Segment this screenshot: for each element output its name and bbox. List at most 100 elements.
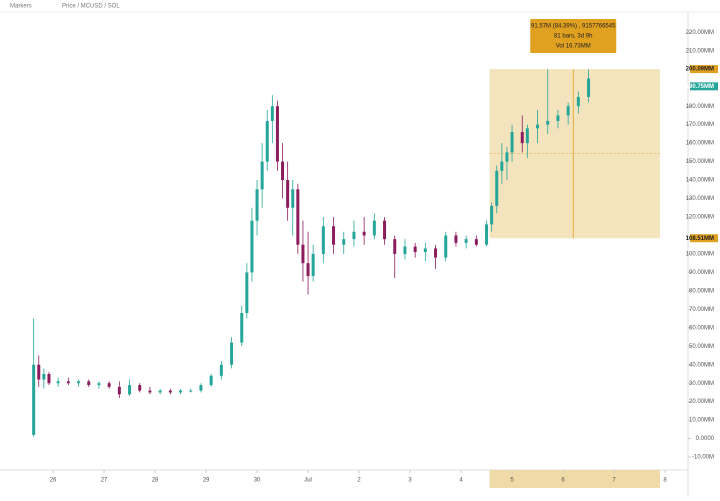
candle-body	[245, 272, 249, 314]
y-tick-label: 20.00MM	[689, 399, 714, 405]
y-tick-label: -10.00M	[692, 455, 714, 461]
candle-body	[546, 120, 550, 125]
candle-body	[87, 381, 91, 386]
candle-body	[500, 161, 504, 171]
candle-body	[47, 373, 51, 384]
tooltip-line: 91.57M (84.39%) , 9157766545	[531, 24, 616, 30]
toolbar-item[interactable]: Markers	[10, 4, 32, 10]
candle-body	[270, 106, 274, 121]
candle-body	[495, 170, 499, 206]
candle-body	[566, 106, 570, 116]
y-tick-label: 210.00MM	[686, 48, 714, 54]
y-tick-label: 10.00MM	[689, 418, 714, 424]
x-tick-label: 4	[459, 478, 463, 484]
y-tick-label: 60.00MM	[689, 325, 714, 331]
price-label-bg	[690, 65, 718, 74]
candle-body	[464, 239, 468, 243]
candle-body	[281, 161, 285, 181]
y-tick-label: 220.00MM	[686, 30, 714, 36]
candle-body	[148, 390, 152, 393]
candle-body	[434, 248, 438, 258]
y-tick-label: 100.00MM	[686, 252, 714, 258]
y-tick-label: 150.00MM	[686, 159, 714, 165]
candle-body	[556, 115, 560, 121]
x-tick-label: 6	[561, 478, 565, 484]
y-tick-label: 180.00MM	[686, 104, 714, 110]
y-tick-label: 0.0000	[696, 436, 715, 442]
candle-body	[576, 96, 580, 107]
candle-body	[485, 224, 489, 245]
y-tick-label: 140.00MM	[686, 178, 714, 184]
candle-body	[66, 381, 70, 384]
x-tick-label: 27	[101, 478, 108, 484]
candle-body	[199, 385, 203, 391]
candle-body	[240, 313, 244, 343]
y-tick-label: 30.00MM	[689, 381, 714, 387]
x-tick-label: 5	[510, 478, 514, 484]
candle-body	[42, 373, 46, 380]
y-tick-label: 130.00MM	[686, 196, 714, 202]
candle-body	[179, 390, 183, 393]
candle-body	[291, 189, 295, 208]
x-tick-label: 8	[663, 478, 667, 484]
x-tick-label: 28	[152, 478, 159, 484]
range-axis-highlight	[489, 470, 660, 488]
x-tick-label: 29	[203, 478, 210, 484]
candle-body	[189, 390, 193, 392]
y-tick-label: 40.00MM	[689, 362, 714, 368]
candle-body	[444, 235, 448, 258]
candle-body	[275, 106, 279, 162]
candle-body	[230, 342, 234, 365]
candle-body	[403, 246, 407, 254]
candle-body	[219, 364, 223, 376]
candle-body	[107, 383, 111, 387]
candle-body	[525, 128, 529, 144]
y-tick-label: 70.00MM	[689, 307, 714, 313]
candle-body	[490, 205, 494, 225]
price-label: 108.51MM	[686, 236, 714, 242]
candle-body	[301, 244, 305, 264]
x-tick-label: 26	[50, 478, 57, 484]
candle-body	[587, 78, 591, 97]
tooltip-line: Vol 16.73MM	[556, 44, 591, 50]
x-tick-label: Jul	[304, 478, 312, 484]
candle-body	[332, 226, 336, 245]
price-label: 200.09MM	[686, 67, 714, 73]
candle-body	[510, 132, 514, 153]
candle-body	[255, 189, 259, 221]
candle-body	[413, 246, 417, 253]
y-tick-label: 120.00MM	[686, 215, 714, 221]
candle-body	[321, 226, 325, 254]
price-label-bg	[690, 82, 718, 91]
candle-body	[97, 383, 101, 386]
candle-body	[474, 239, 478, 245]
candle-body	[306, 263, 310, 277]
candle-body	[286, 180, 290, 208]
candle-body	[128, 385, 132, 395]
candle-body	[372, 220, 376, 236]
candle-body	[209, 375, 213, 386]
candle-body	[311, 253, 315, 277]
candle-body	[536, 124, 540, 129]
candle-body	[77, 381, 81, 384]
price-label: 190.75MM	[686, 84, 714, 90]
candle-body	[342, 239, 346, 245]
candle-body	[383, 220, 387, 240]
y-tick-label: 50.00MM	[689, 344, 714, 350]
candle-body	[250, 220, 254, 273]
x-tick-label: 7	[612, 478, 616, 484]
candle-body	[37, 364, 41, 380]
candle-body	[117, 386, 121, 395]
candle-body	[168, 390, 172, 393]
toolbar-item[interactable]: Price / MC	[62, 4, 91, 10]
candle-body	[158, 390, 162, 393]
tooltip-bg	[530, 19, 617, 53]
y-tick-label: 80.00MM	[689, 288, 714, 294]
candle-body	[296, 189, 300, 245]
toolbar-item[interactable]: USD / SOL	[90, 4, 120, 10]
candle-body	[32, 364, 36, 435]
candle-body	[260, 161, 264, 190]
candle-body	[423, 248, 427, 253]
